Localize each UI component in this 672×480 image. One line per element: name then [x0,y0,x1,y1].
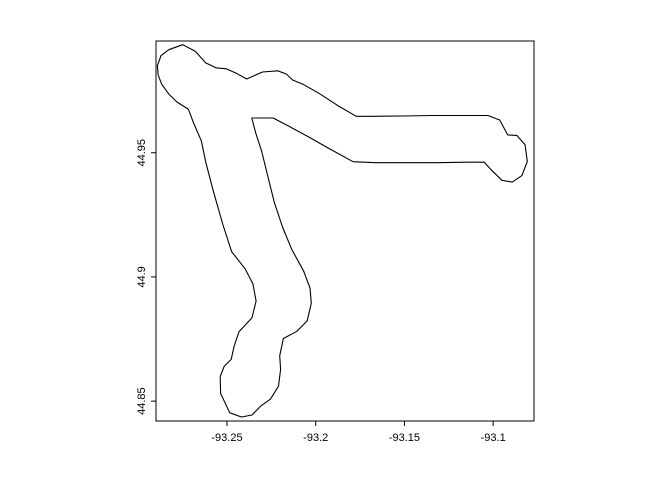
series-line-0 [156,44,528,418]
x-tick-label-0: -93.25 [211,432,242,444]
y-tick-label-1: 44.9 [136,266,148,287]
x-tick-label-3: -93.1 [481,432,506,444]
y-tick-label-0: 44.85 [136,387,148,415]
x-tick-label-2: -93.15 [389,432,420,444]
y-tick-label-2: 44.95 [136,139,148,167]
plot-frame [155,40,535,422]
x-tick-label-1: -93.2 [303,432,328,444]
